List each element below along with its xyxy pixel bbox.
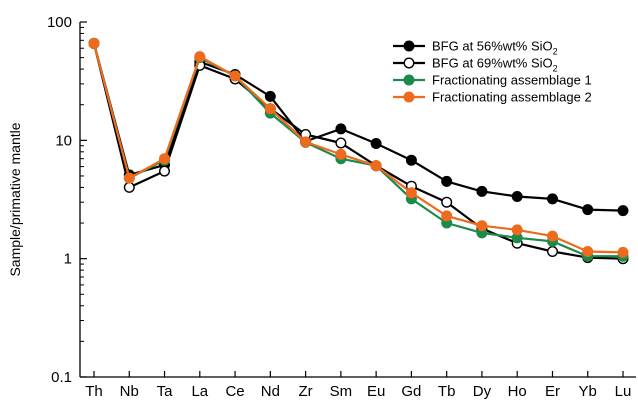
data-point — [511, 224, 523, 236]
data-point — [335, 148, 347, 160]
legend-label: Fractionating assemblage 2 — [432, 90, 592, 105]
data-point — [547, 193, 559, 205]
legend-label-subscript: 2 — [553, 47, 558, 57]
legend-label-text: Fractionating assemblage 1 — [432, 73, 592, 88]
data-point — [123, 181, 135, 193]
x-tick-label: Nb — [120, 383, 139, 400]
x-tick-label: Dy — [473, 383, 492, 400]
legend-label: BFG at 56%wt% SiO2 — [432, 39, 558, 57]
data-point — [229, 70, 241, 82]
x-tick-label: Yb — [579, 383, 597, 400]
legend-swatch-marker — [403, 57, 415, 69]
x-tick-label: Th — [85, 383, 103, 400]
y-tick-label: 100 — [47, 14, 72, 31]
series-4 — [88, 37, 629, 258]
legend-label: BFG at 69%wt% SiO2 — [432, 56, 558, 74]
legend-item: Fractionating assemblage 2 — [393, 90, 592, 105]
data-point — [441, 210, 453, 222]
y-tick-label: 10 — [55, 132, 72, 149]
data-point — [370, 160, 382, 172]
x-tick-label: Tb — [438, 383, 456, 400]
x-tick-label: Eu — [367, 383, 385, 400]
data-point — [441, 196, 453, 208]
data-point — [511, 190, 523, 202]
data-point — [123, 172, 135, 184]
x-tick-label: Er — [545, 383, 560, 400]
y-axis-title: Sample/primative mantle — [7, 122, 23, 276]
data-point — [547, 230, 559, 242]
legend-label: Fractionating assemblage 1 — [432, 73, 592, 88]
legend-label-subscript: 2 — [553, 64, 558, 74]
legend-item: BFG at 56%wt% SiO2 — [393, 39, 558, 57]
axes: 0.1 1 10 100 Th Nb Ta La Ce Nd Zr Sm Eu Gd Tb Dy Ho Er Yb L… — [7, 14, 636, 400]
series-layer — [88, 37, 629, 265]
legend-label-text: Fractionating assemblage 2 — [432, 90, 592, 105]
data-point — [158, 165, 170, 177]
x-tick-label: Ta — [157, 383, 174, 400]
x-tick-label: Ho — [508, 383, 527, 400]
x-tick-label: La — [191, 383, 208, 400]
y-tick-label: 1 — [64, 251, 72, 268]
x-tick-label: Lu — [615, 383, 632, 400]
data-point — [300, 136, 312, 148]
x-tick-label: Sm — [330, 383, 353, 400]
data-point — [441, 175, 453, 187]
data-point — [582, 204, 594, 216]
x-tick-label: Zr — [299, 383, 313, 400]
data-point — [405, 187, 417, 199]
data-point — [264, 103, 276, 115]
data-point — [617, 246, 629, 258]
x-tick-label: Nd — [261, 383, 280, 400]
data-point — [335, 123, 347, 135]
series-line — [92, 43, 624, 212]
x-tick-label: Gd — [401, 383, 421, 400]
x-tick-label: Ce — [225, 383, 244, 400]
data-point — [194, 51, 206, 63]
legend-item: Fractionating assemblage 1 — [393, 73, 592, 88]
legend-swatch-marker — [403, 74, 415, 86]
legend-swatch-marker — [403, 40, 415, 52]
y-tick-label: 0.1 — [51, 369, 72, 386]
legend-swatch-marker — [403, 91, 415, 103]
legend-label-text: BFG at 56%wt% SiO — [432, 39, 553, 54]
data-point — [476, 185, 488, 197]
data-point — [335, 137, 347, 149]
data-point — [158, 153, 170, 165]
data-point — [405, 154, 417, 166]
data-point — [476, 220, 488, 232]
data-point — [88, 37, 100, 49]
data-point — [582, 245, 594, 257]
data-point — [617, 205, 629, 217]
series-line — [92, 43, 624, 260]
data-point — [370, 137, 382, 149]
legend-label-text: BFG at 69%wt% SiO — [432, 56, 553, 71]
data-point — [547, 245, 559, 257]
data-point — [264, 90, 276, 102]
series-line — [92, 43, 624, 254]
legend-item: BFG at 69%wt% SiO2 — [393, 56, 558, 74]
